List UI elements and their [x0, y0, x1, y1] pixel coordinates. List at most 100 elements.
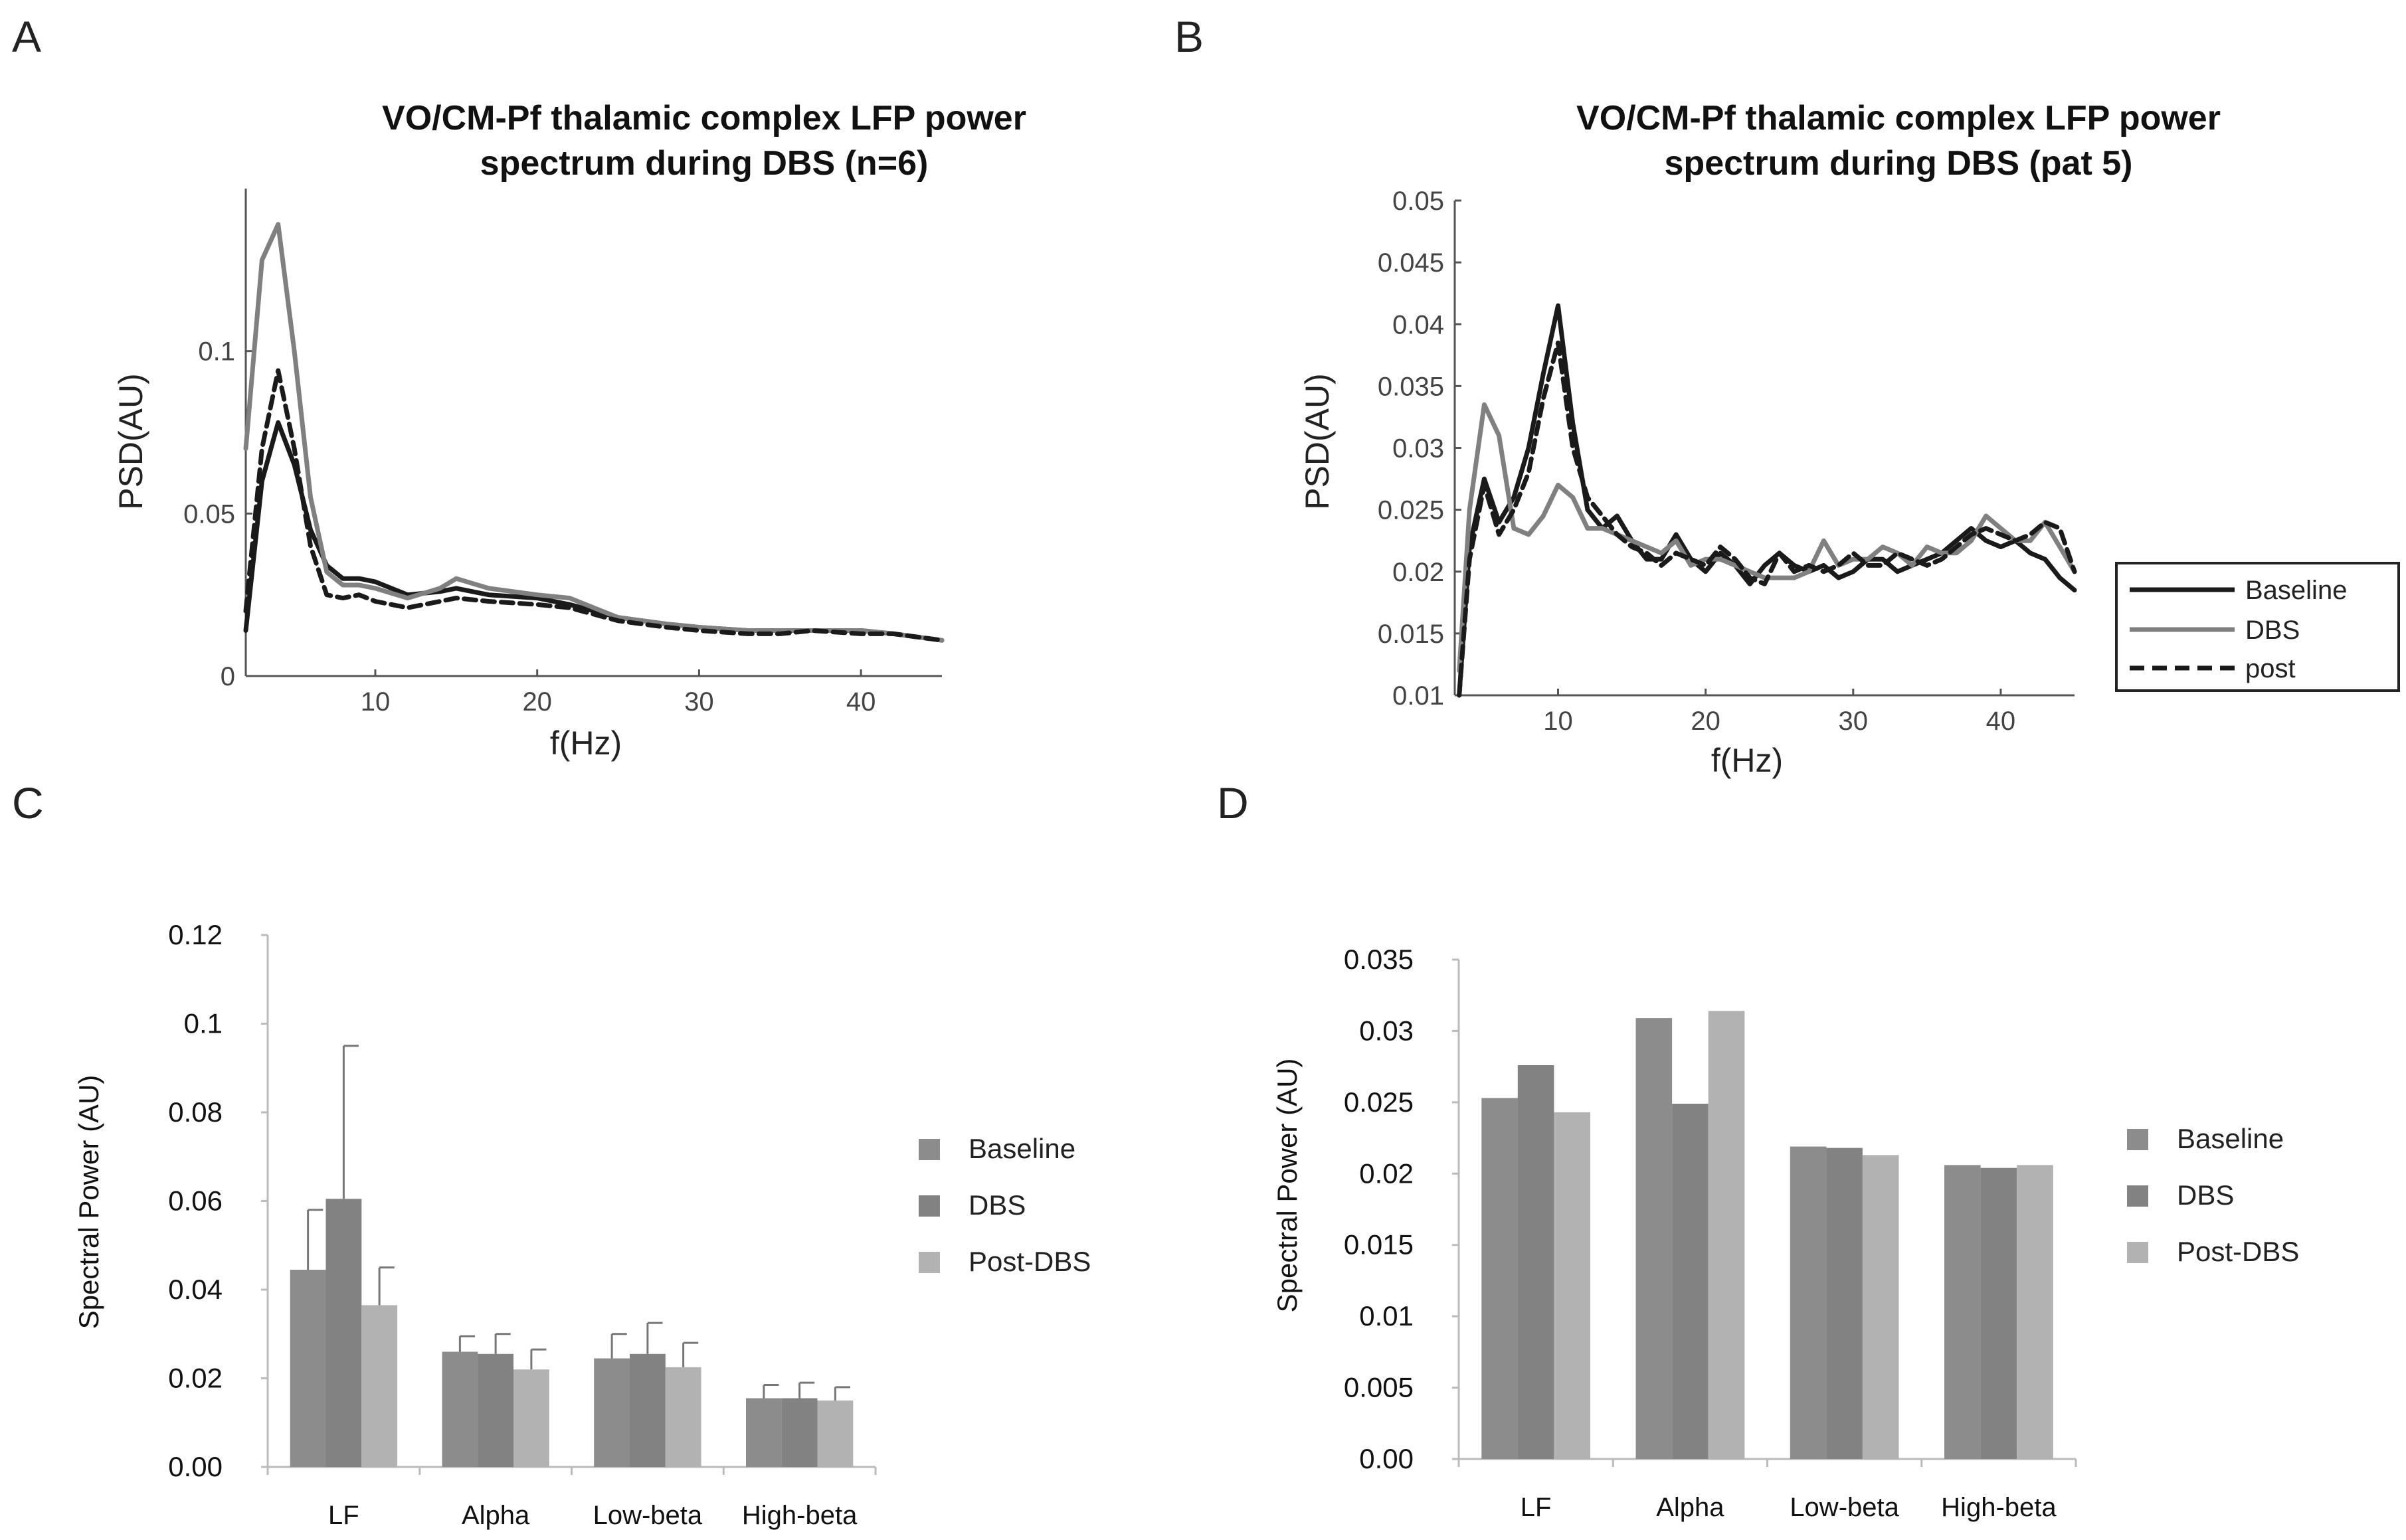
- chart-b-series-baseline: [1457, 303, 2077, 698]
- chart-c-y-tick-label: 0.02: [168, 1363, 223, 1394]
- chart-d-category-label: Low-beta: [1790, 1493, 1899, 1522]
- chart-a-y-tick-label: 0.05: [183, 499, 235, 529]
- panel-letter-c: C: [12, 778, 44, 827]
- chart-d-bar-dbs-alpha: [1672, 1104, 1709, 1459]
- chart-d-category-label: LF: [1521, 1493, 1552, 1522]
- chart-d-y-label: Spectral Power (AU): [1271, 1059, 1303, 1313]
- chart-b-x-tick-label: 20: [1691, 707, 1720, 736]
- chart-c-legend-postdbs: Post-DBS: [969, 1246, 1091, 1277]
- chart-c-legend-baseline: Baseline: [969, 1133, 1075, 1164]
- chart-d-legend-baseline: Baseline: [2177, 1123, 2284, 1154]
- chart-a-title-line-1: VO/CM-Pf thalamic complex LFP power: [382, 99, 1026, 137]
- chart-d-category-label: High-beta: [1941, 1493, 2057, 1522]
- chart-b-x-tick-label: 10: [1543, 707, 1573, 736]
- chart-c-y-tick-label: 0.04: [168, 1274, 223, 1305]
- chart-d-y-tick-label: 0.015: [1344, 1229, 1414, 1260]
- chart-a-x-label: f(Hz): [550, 725, 622, 762]
- chart-b-y-tick-label: 0.05: [1392, 187, 1444, 216]
- chart-c-category-label: Alpha: [462, 1501, 530, 1530]
- chart-d-y-tick-label: 0.025: [1344, 1086, 1414, 1118]
- chart-c-legend-swatch-baseline: [919, 1139, 940, 1160]
- chart-b-x-tick-label: 40: [1986, 707, 2016, 736]
- chart-d-y-tick-label: 0.01: [1359, 1300, 1414, 1331]
- chart-a-x-tick-label: 10: [361, 687, 391, 717]
- chart-d-bar-dbs-lf: [1517, 1065, 1554, 1459]
- chart-d-bar-baseline-low-beta: [1790, 1146, 1827, 1459]
- chart-b-title-line-1: VO/CM-Pf thalamic complex LFP power: [1576, 99, 2221, 137]
- chart-d-y-tick-label: 0.00: [1359, 1443, 1414, 1474]
- chart-b: VO/CM-Pf thalamic complex LFP power spec…: [1299, 99, 2400, 779]
- chart-c-y-tick-label: 0.12: [168, 919, 223, 950]
- chart-b-legend: Baseline DBS post: [2115, 562, 2400, 692]
- chart-d-bar-baseline-high-beta: [1944, 1165, 1981, 1459]
- chart-b-x-tick-label: 30: [1839, 707, 1869, 736]
- chart-d-legend: Baseline DBS Post-DBS: [2127, 1123, 2299, 1267]
- chart-c-bar-post-dbs-low-beta: [665, 1367, 701, 1467]
- chart-d-y-tick-label: 0.005: [1344, 1372, 1414, 1403]
- chart-a-x-tick-label: 30: [684, 687, 714, 717]
- chart-c-bar-post-dbs-alpha: [513, 1369, 549, 1467]
- chart-c-bar-dbs-high-beta: [781, 1398, 818, 1467]
- chart-c-legend-dbs: DBS: [969, 1189, 1026, 1221]
- chart-c-bar-dbs-low-beta: [630, 1353, 666, 1467]
- chart-b-y-tick-label: 0.045: [1378, 248, 1444, 278]
- chart-d-y-tick-label: 0.035: [1344, 944, 1414, 975]
- chart-c-bar-post-dbs-lf: [361, 1305, 398, 1467]
- chart-b-series-post: [1457, 340, 2077, 698]
- chart-c-y-label: Spectral Power (AU): [73, 1075, 104, 1329]
- chart-d-bar-dbs-high-beta: [1980, 1167, 2017, 1459]
- chart-d-bar-post-dbs-lf: [1554, 1112, 1590, 1459]
- chart-d-bar-baseline-lf: [1481, 1098, 1518, 1459]
- chart-c-bar-dbs-alpha: [478, 1353, 513, 1467]
- chart-b-y-tick-label: 0.025: [1378, 496, 1444, 525]
- chart-c-y-tick-label: 0.08: [168, 1096, 223, 1128]
- chart-b-legend-baseline: Baseline: [2245, 576, 2347, 605]
- chart-d-y-tick-label: 0.02: [1359, 1157, 1414, 1189]
- chart-c-bar-dbs-lf: [325, 1199, 362, 1467]
- chart-a-x-tick-label: 40: [846, 687, 876, 717]
- chart-b-y-tick-label: 0.02: [1392, 558, 1444, 587]
- chart-b-y-tick-label: 0.035: [1378, 372, 1444, 401]
- chart-b-y-tick-label: 0.01: [1392, 681, 1444, 711]
- chart-a-series-dbs: [243, 222, 945, 643]
- chart-c-category-label: Low-beta: [593, 1501, 703, 1530]
- chart-c-bar-baseline-alpha: [442, 1351, 478, 1467]
- chart-c-category-label: LF: [328, 1501, 359, 1530]
- chart-a-series-post: [243, 368, 945, 643]
- chart-b-y-label: PSD(AU): [1299, 373, 1336, 510]
- chart-a-x-tick-label: 20: [522, 687, 552, 717]
- chart-a-y-label: PSD(AU): [112, 373, 149, 510]
- chart-d-legend-dbs: DBS: [2177, 1179, 2234, 1211]
- chart-b-legend-dbs: DBS: [2245, 616, 2300, 645]
- chart-c-y-tick-label: 0.1: [184, 1008, 223, 1039]
- chart-d-legend-swatch-baseline: [2127, 1129, 2148, 1150]
- chart-d-category-label: Alpha: [1656, 1493, 1724, 1522]
- chart-a-title-line-2: spectrum during DBS (n=6): [480, 144, 929, 183]
- chart-b-y-tick-label: 0.03: [1392, 434, 1444, 464]
- chart-d-legend-postdbs: Post-DBS: [2177, 1236, 2299, 1267]
- panel-letter-a: A: [12, 12, 41, 61]
- chart-d-legend-swatch-postdbs: [2127, 1242, 2148, 1263]
- chart-d-bar-dbs-low-beta: [1826, 1148, 1863, 1459]
- chart-d: Spectral Power (AU) Baseline DBS Post-DB…: [1271, 944, 2299, 1522]
- chart-b-y-tick-label: 0.04: [1392, 310, 1444, 339]
- chart-b-x-label: f(Hz): [1711, 742, 1783, 779]
- chart-c-bar-baseline-low-beta: [594, 1358, 630, 1467]
- chart-c-legend-swatch-postdbs: [919, 1252, 940, 1273]
- chart-c-y-tick-label: 0.00: [168, 1451, 223, 1482]
- chart-c-bar-baseline-lf: [290, 1270, 326, 1467]
- chart-c-bar-baseline-high-beta: [746, 1398, 782, 1467]
- chart-d-y-tick-label: 0.03: [1359, 1015, 1414, 1046]
- chart-b-series-dbs: [1457, 402, 2077, 673]
- chart-d-legend-swatch-dbs: [2127, 1185, 2148, 1207]
- chart-d-bar-baseline-alpha: [1635, 1018, 1673, 1459]
- chart-c-y-tick-label: 0.06: [168, 1185, 223, 1217]
- chart-a-y-tick-label: 0: [221, 662, 235, 691]
- chart-b-y-tick-label: 0.015: [1378, 620, 1444, 649]
- chart-b-legend-post: post: [2245, 654, 2296, 683]
- chart-b-title-line-2: spectrum during DBS (pat 5): [1665, 144, 2133, 183]
- chart-c-category-label: High-beta: [742, 1501, 858, 1530]
- chart-a-y-tick-label: 0.1: [198, 337, 235, 367]
- chart-d-bar-post-dbs-high-beta: [2017, 1165, 2053, 1459]
